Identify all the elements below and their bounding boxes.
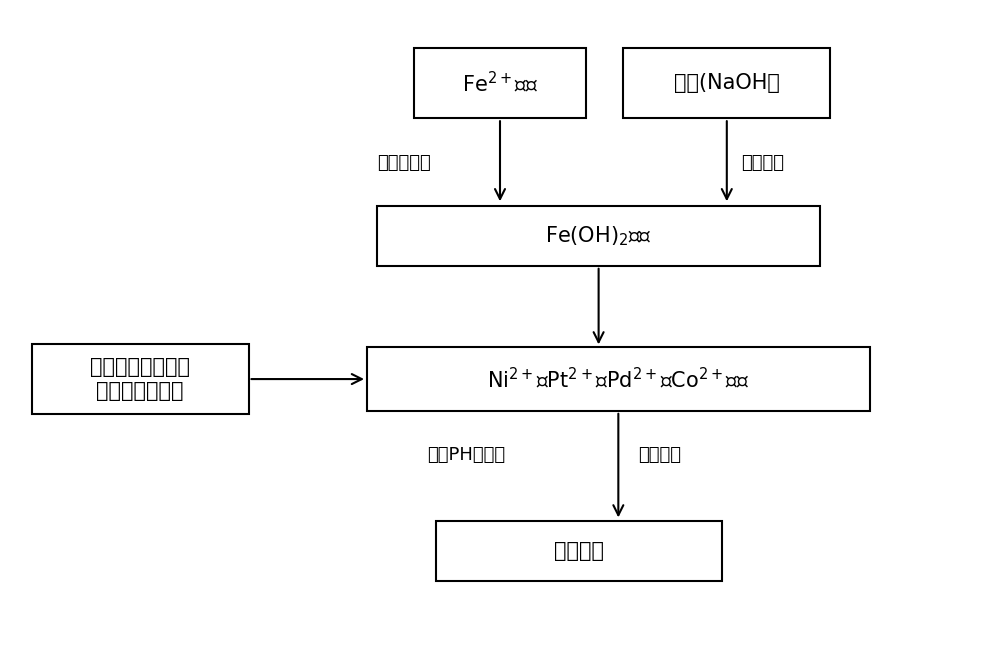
Text: 取样检测: 取样检测 [554, 541, 604, 561]
Text: Ni$^{2+}$、Pt$^{2+}$、Pd$^{2+}$、Co$^{2+}$溶液: Ni$^{2+}$、Pt$^{2+}$、Pd$^{2+}$、Co$^{2+}$溶… [487, 367, 749, 392]
FancyBboxPatch shape [377, 206, 820, 266]
Text: 三氯甲烷、三氯乙
烯等卤代有机物: 三氯甲烷、三氯乙 烯等卤代有机物 [90, 358, 190, 400]
Text: Fe(OH)$_2$溶液: Fe(OH)$_2$溶液 [545, 224, 652, 248]
Text: 碱液(NaOH）: 碱液(NaOH） [674, 73, 780, 94]
FancyBboxPatch shape [623, 48, 830, 118]
FancyBboxPatch shape [436, 521, 722, 581]
FancyBboxPatch shape [367, 347, 870, 411]
Text: 调节PH至中性: 调节PH至中性 [427, 447, 505, 464]
FancyBboxPatch shape [414, 48, 586, 118]
FancyBboxPatch shape [32, 344, 249, 414]
Text: 无氧手套箱: 无氧手套箱 [377, 154, 431, 172]
Text: 静置一天: 静置一天 [742, 154, 785, 172]
Text: 保持无氧: 保持无氧 [638, 447, 681, 464]
Text: Fe$^{2+}$溶液: Fe$^{2+}$溶液 [462, 71, 538, 96]
